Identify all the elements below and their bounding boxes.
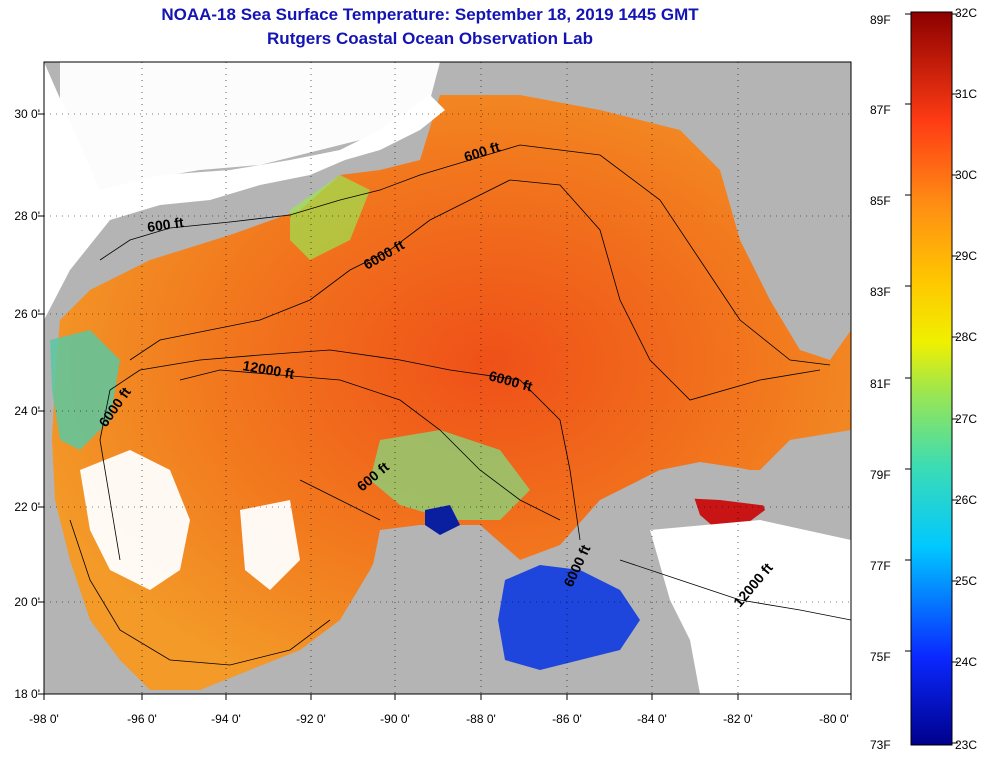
florida-land [720,62,851,355]
colorbar-fahrenheit-label: 87F [870,103,891,117]
depth-contours [69,144,851,666]
cool-water-region [370,430,530,520]
yucatan-land [330,525,520,694]
map-subtitle: Rutgers Coastal Ocean Observation Lab [267,29,593,48]
colorbar-celsius-label: 24C [955,655,978,669]
depth-label: 600 ft [146,214,185,235]
longitude-label: -94 0' [211,712,241,726]
longitude-label: -88 0' [466,712,496,726]
colorbar-celsius-label: 27C [955,412,978,426]
colorbar-celsius-label: 26C [955,493,978,507]
cloud-region [650,520,851,694]
colorbar-fahrenheit-label: 75F [870,650,891,664]
cloud-region [60,62,440,250]
latitude-label: 18 0' [14,687,40,701]
map-title: NOAA-18 Sea Surface Temperature: Septemb… [161,5,699,24]
colorbar-fahrenheit-label: 83F [870,285,891,299]
latitude-label: 22 0' [14,500,40,514]
cold-water-region [425,505,460,535]
longitude-label: -92 0' [296,712,326,726]
cold-water-region [498,565,640,670]
colorbar-fahrenheit-label: 79F [870,468,891,482]
latitude-label: 26 0' [14,307,40,321]
longitude-label: -98 0' [29,712,59,726]
colorbar-fahrenheit-label: 85F [870,194,891,208]
colorbar-celsius-label: 31C [955,87,978,101]
latitude-label: 24 0' [14,404,40,418]
colorbar-fahrenheit-label: 77F [870,559,891,573]
longitude-label: -82 0' [723,712,753,726]
colorbar-celsius-label: 29C [955,249,978,263]
longitude-label: -86 0' [552,712,582,726]
cool-water-region [50,330,120,450]
cloud-region [44,62,445,320]
latitude-label: 20 0' [14,595,40,609]
temperature-colorbar [910,11,953,746]
colorbar-fahrenheit-label: 81F [870,377,891,391]
longitude-label: -80 0' [819,712,849,726]
latitude-label: 30 0' [14,107,40,121]
colorbar-celsius-label: 30C [955,168,978,182]
colorbar-celsius-label: 25C [955,574,978,588]
colorbar-fahrenheit-label: 89F [870,13,891,27]
longitude-label: -90 0' [380,712,410,726]
colorbar-ticks [905,13,958,744]
colorbar-celsius-label: 32C [955,6,978,20]
axis-ticks [38,113,852,700]
colorbar-celsius-label: 23C [955,738,978,752]
cool-water-region [290,175,370,260]
colorbar-fahrenheit-label: 73F [870,738,891,752]
map-frame [43,61,852,695]
lat-lon-grid [44,62,851,694]
longitude-label: -96 0' [127,712,157,726]
latitude-label: 28 0' [14,209,40,223]
cloud-region [240,500,300,590]
colorbar-celsius-label: 28C [955,330,978,344]
cuba-land [640,462,851,520]
longitude-label: -84 0' [637,712,667,726]
